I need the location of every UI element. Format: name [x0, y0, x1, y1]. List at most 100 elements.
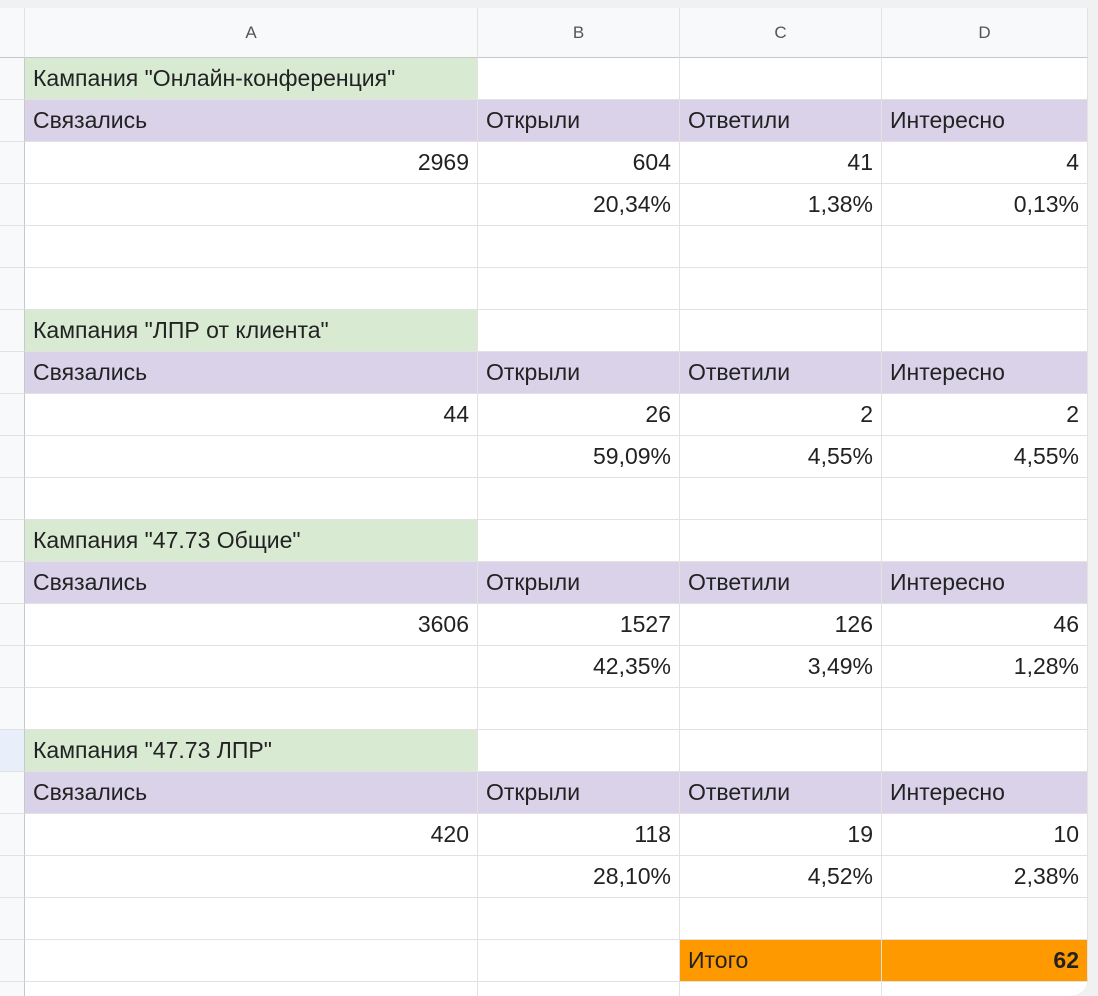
row-header	[0, 142, 25, 184]
column-header: A	[25, 8, 478, 58]
empty-cell	[680, 58, 882, 100]
empty-cell	[478, 688, 680, 730]
metric-header: Связались	[25, 352, 478, 394]
empty-cell	[25, 982, 478, 996]
column-header: C	[680, 8, 882, 58]
row-header	[0, 394, 25, 436]
empty-cell	[25, 898, 478, 940]
count-cell: 4	[882, 142, 1088, 184]
metric-header: Интересно	[882, 562, 1088, 604]
empty-cell	[25, 940, 478, 982]
percent-cell: 3,49%	[680, 646, 882, 688]
empty-cell	[680, 310, 882, 352]
empty-cell	[478, 310, 680, 352]
empty-cell	[478, 940, 680, 982]
empty-cell	[25, 436, 478, 478]
empty-cell	[478, 226, 680, 268]
sheet-grid: A B C D Кампания "Онлайн-конференция" Связали…	[0, 8, 1088, 996]
empty-cell	[25, 268, 478, 310]
empty-cell	[25, 856, 478, 898]
row-header	[0, 520, 25, 562]
campaign-title: Кампания "47.73 Общие"	[25, 520, 478, 562]
empty-cell	[478, 730, 680, 772]
empty-cell	[478, 478, 680, 520]
empty-cell	[25, 688, 478, 730]
empty-cell	[478, 898, 680, 940]
metric-header: Связались	[25, 100, 478, 142]
percent-cell: 28,10%	[478, 856, 680, 898]
empty-cell	[680, 268, 882, 310]
campaign-title: Кампания "47.73 ЛПР"	[25, 730, 478, 772]
metric-header: Связались	[25, 772, 478, 814]
row-header	[0, 898, 25, 940]
row-header	[0, 982, 25, 996]
count-cell: 10	[882, 814, 1088, 856]
count-cell: 46	[882, 604, 1088, 646]
empty-cell	[680, 478, 882, 520]
empty-cell	[882, 688, 1088, 730]
row-header	[0, 646, 25, 688]
empty-cell	[882, 730, 1088, 772]
percent-cell: 2,38%	[882, 856, 1088, 898]
row-header	[0, 940, 25, 982]
row-header	[0, 58, 25, 100]
row-header	[0, 772, 25, 814]
column-header: B	[478, 8, 680, 58]
count-cell: 44	[25, 394, 478, 436]
metric-header: Открыли	[478, 352, 680, 394]
count-cell: 3606	[25, 604, 478, 646]
count-cell: 2969	[25, 142, 478, 184]
count-cell: 420	[25, 814, 478, 856]
metric-header: Открыли	[478, 562, 680, 604]
row-header	[0, 436, 25, 478]
row-header	[0, 352, 25, 394]
count-cell: 19	[680, 814, 882, 856]
row-header	[0, 604, 25, 646]
empty-cell	[680, 226, 882, 268]
empty-cell	[25, 184, 478, 226]
empty-cell	[25, 478, 478, 520]
empty-cell	[882, 310, 1088, 352]
row-header	[0, 478, 25, 520]
metric-header: Интересно	[882, 100, 1088, 142]
empty-cell	[25, 646, 478, 688]
percent-cell: 4,55%	[882, 436, 1088, 478]
empty-cell	[680, 982, 882, 996]
count-cell: 126	[680, 604, 882, 646]
empty-cell	[882, 898, 1088, 940]
percent-cell: 42,35%	[478, 646, 680, 688]
row-header	[0, 310, 25, 352]
campaign-title: Кампания "Онлайн-конференция"	[25, 58, 478, 100]
empty-cell	[882, 520, 1088, 562]
percent-cell: 20,34%	[478, 184, 680, 226]
row-header	[0, 856, 25, 898]
percent-cell: 4,52%	[680, 856, 882, 898]
row-header	[0, 688, 25, 730]
metric-header: Связались	[25, 562, 478, 604]
metric-header: Ответили	[680, 100, 882, 142]
campaign-title: Кампания "ЛПР от клиента"	[25, 310, 478, 352]
percent-cell: 4,55%	[680, 436, 882, 478]
metric-header: Ответили	[680, 772, 882, 814]
metric-header: Интересно	[882, 772, 1088, 814]
metric-header: Интересно	[882, 352, 1088, 394]
count-cell: 1527	[478, 604, 680, 646]
count-cell: 604	[478, 142, 680, 184]
count-cell: 41	[680, 142, 882, 184]
percent-cell: 0,13%	[882, 184, 1088, 226]
percent-cell: 1,38%	[680, 184, 882, 226]
row-header	[0, 268, 25, 310]
empty-cell	[680, 898, 882, 940]
metric-header: Открыли	[478, 772, 680, 814]
total-label: Итого	[680, 940, 882, 982]
metric-header: Открыли	[478, 100, 680, 142]
count-cell: 118	[478, 814, 680, 856]
empty-cell	[882, 982, 1088, 996]
empty-cell	[680, 730, 882, 772]
empty-cell	[680, 520, 882, 562]
empty-cell	[882, 268, 1088, 310]
empty-cell	[882, 226, 1088, 268]
row-header	[0, 226, 25, 268]
metric-header: Ответили	[680, 352, 882, 394]
